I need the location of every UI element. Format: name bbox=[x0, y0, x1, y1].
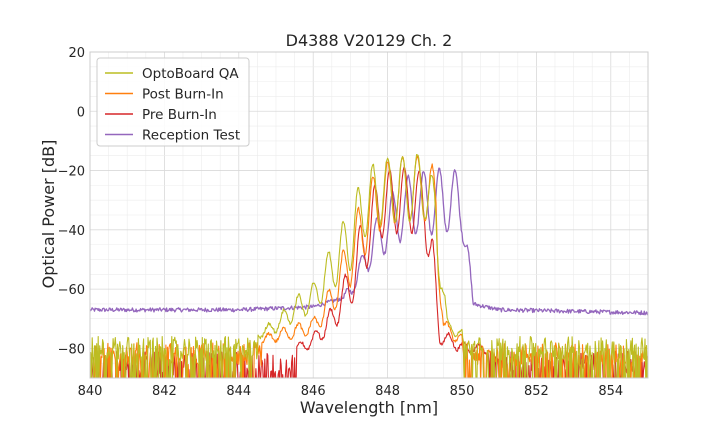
x-axis-label: Wavelength [nm] bbox=[300, 398, 438, 417]
series-line-post-burn-in bbox=[90, 155, 648, 378]
series-line-optoboard-qa bbox=[90, 153, 648, 378]
legend: OptoBoard QA Post Burn-In Pre Burn-In Recep… bbox=[96, 57, 250, 147]
y-tick-label: 0 bbox=[77, 105, 85, 120]
legend-box bbox=[96, 57, 250, 147]
legend-label: Reception Test bbox=[142, 128, 240, 144]
series-line-reception-test bbox=[90, 167, 648, 316]
plot-frame bbox=[89, 51, 649, 379]
x-tick-label: 842 bbox=[152, 384, 177, 399]
x-tick-label: 844 bbox=[226, 384, 251, 399]
series-layer bbox=[90, 153, 648, 378]
ticks-layer: 840 842 844 846 848 850 852 854 20 0 −20 −40 −60 −80 bbox=[58, 46, 624, 399]
legend-label: Post Burn-In bbox=[142, 87, 224, 103]
y-tick-label: 20 bbox=[68, 46, 85, 61]
y-axis-label: Optical Power [dB] bbox=[39, 140, 58, 289]
x-tick-label: 854 bbox=[598, 384, 623, 399]
y-tick-label: −80 bbox=[58, 342, 85, 357]
y-tick-label: −40 bbox=[58, 224, 85, 239]
legend-label: OptoBoard QA bbox=[142, 66, 239, 82]
x-tick-label: 848 bbox=[375, 384, 400, 399]
y-tick-label: −60 bbox=[58, 283, 85, 298]
x-tick-label: 846 bbox=[301, 384, 326, 399]
y-tick-label: −20 bbox=[58, 165, 85, 180]
x-tick-label: 850 bbox=[450, 384, 475, 399]
x-tick-label: 852 bbox=[524, 384, 549, 399]
chart-title: D4388 V20129 Ch. 2 bbox=[286, 31, 453, 50]
x-tick-label: 840 bbox=[78, 384, 103, 399]
legend-label: Pre Burn-In bbox=[142, 107, 217, 123]
